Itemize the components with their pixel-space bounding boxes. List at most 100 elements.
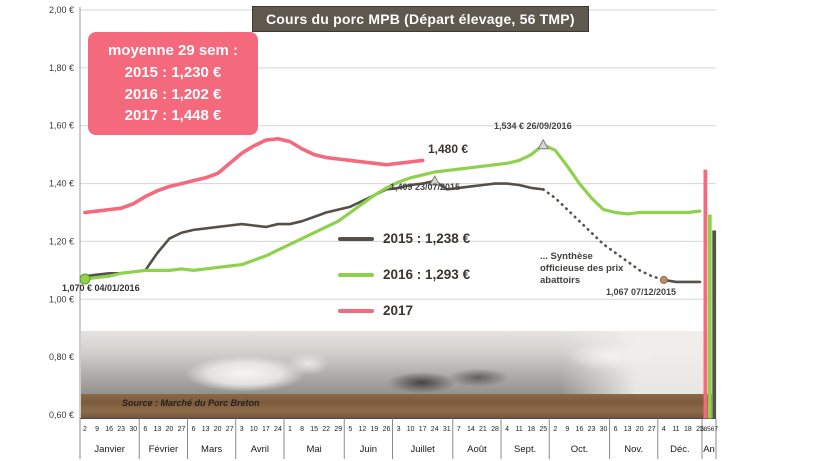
- legend-label-2017: 2017: [383, 303, 414, 318]
- week-tick-label: 11: [515, 426, 522, 433]
- an-column-label: An: [703, 444, 715, 455]
- week-tick-label: 25: [539, 426, 547, 433]
- week-tick-label: 9: [565, 426, 569, 433]
- week-tick-label: 6: [143, 426, 147, 433]
- week-tick-label: 16: [576, 426, 584, 433]
- week-tick-label: 23: [588, 426, 596, 433]
- week-tick-label: 9: [95, 426, 99, 433]
- week-tick-label: 30: [600, 426, 608, 433]
- legend-line-sample-2015: [338, 236, 374, 241]
- y-axis-label: 1,00 €: [49, 294, 74, 304]
- legend-item-2017: 2017: [338, 303, 470, 318]
- chart-legend: 2015 : 1,238 € 2016 : 1,293 € 2017: [338, 231, 470, 318]
- series-line-2017: [83, 136, 425, 215]
- week-tick-label: 13: [153, 426, 161, 433]
- week-tick-label: 21: [479, 426, 487, 433]
- month-label: Sept.: [514, 444, 536, 455]
- annotation-end-2015: 1,067 07/12/2015: [606, 287, 677, 297]
- week-tick-label: 5: [348, 426, 352, 433]
- source-caption: Source : Marché du Porc Breton: [122, 398, 260, 408]
- y-axis-label: 2,00 €: [49, 5, 74, 15]
- week-tick-label: 3: [397, 426, 401, 433]
- week-tick-label: 31: [443, 426, 451, 433]
- week-tick-label: 25: [696, 426, 704, 433]
- week-tick-label: 8: [300, 426, 304, 433]
- week-tick-label: 20: [166, 426, 174, 433]
- month-label: Juillet: [410, 444, 435, 455]
- week-tick-label: 15: [310, 426, 318, 433]
- annotation-latest-2017: 1,480 €: [428, 142, 469, 156]
- week-tick-label: 1: [288, 426, 292, 433]
- moyenne-heading: moyenne 29 sem :: [107, 42, 239, 59]
- month-label: Février: [149, 444, 179, 455]
- annotation-peak-2015: 1,409 23/07/2015: [390, 182, 461, 192]
- week-tick-label: 2: [83, 426, 87, 433]
- moyenne-box: moyenne 29 sem : 2015 : 1,230 € 2016 : 1…: [88, 32, 258, 135]
- week-tick-label: 27: [178, 426, 186, 433]
- week-tick-label: 22: [322, 426, 330, 433]
- week-tick-label: 26: [383, 426, 391, 433]
- week-tick-label: 3: [240, 426, 244, 433]
- legend-line-sample-2017: [338, 308, 374, 313]
- chart-title: Cours du porc MPB (Départ élevage, 56 TM…: [252, 6, 589, 32]
- week-tick-label: 2: [553, 426, 557, 433]
- week-tick-label: 20: [636, 426, 644, 433]
- week-tick-label: 11: [672, 426, 679, 433]
- week-tick-label: 23: [117, 426, 125, 433]
- annual-bar-2015: [712, 230, 717, 419]
- annotation-start-2016: 1,070 € 04/01/2016: [62, 283, 140, 293]
- y-axis-label: 0,80 €: [49, 352, 74, 362]
- moyenne-2017: 2017 : 1,448 €: [124, 107, 222, 125]
- legend-line-sample-2016: [338, 272, 374, 277]
- week-tick-label: 14: [467, 426, 475, 433]
- an-tick-label: 28567: [700, 426, 718, 433]
- week-tick-label: 19: [371, 426, 379, 433]
- legend-item-2015: 2015 : 1,238 €: [338, 231, 470, 246]
- week-tick-label: 24: [274, 426, 282, 433]
- pigs-photo: [81, 331, 712, 394]
- week-tick-label: 17: [262, 426, 270, 433]
- week-tick-label: 6: [192, 426, 196, 433]
- y-axis-label: 1,60 €: [49, 121, 74, 131]
- month-label: Août: [467, 444, 487, 455]
- week-tick-label: 18: [527, 426, 535, 433]
- week-tick-label: 28: [491, 426, 499, 433]
- month-label: Avril: [251, 444, 269, 455]
- y-axis-label: 1,40 €: [49, 179, 74, 189]
- week-tick-label: 27: [226, 426, 234, 433]
- annotation-synthese: ... Synthèse officieuse des prix abattoi…: [540, 251, 624, 286]
- week-tick-label: 13: [202, 426, 210, 433]
- legend-item-2016: 2016 : 1,293 €: [338, 267, 470, 282]
- week-tick-label: 4: [662, 426, 666, 433]
- week-tick-label: 6: [614, 426, 618, 433]
- week-tick-label: 13: [624, 426, 632, 433]
- week-tick-label: 16: [105, 426, 113, 433]
- photo-ground: Source : Marché du Porc Breton: [81, 394, 712, 418]
- week-tick-label: 24: [431, 426, 439, 433]
- week-tick-label: 12: [358, 426, 366, 433]
- week-tick-label: 10: [250, 426, 258, 433]
- y-axis-label: 0,60 €: [49, 410, 74, 420]
- week-tick-label: 29: [334, 426, 342, 433]
- month-label: Mars: [201, 444, 222, 455]
- week-tick-label: 4: [505, 426, 509, 433]
- moyenne-2016: 2016 : 1,202 €: [124, 85, 222, 103]
- month-label: Oct.: [571, 444, 588, 455]
- marker-triangle-2016: [537, 138, 550, 150]
- week-tick-label: 17: [419, 426, 427, 433]
- week-tick-label: 7: [457, 426, 461, 433]
- moyenne-2015: 2015 : 1,230 €: [124, 63, 222, 81]
- month-label: Mai: [306, 444, 321, 455]
- week-tick-label: 18: [684, 426, 692, 433]
- week-tick-label: 10: [407, 426, 415, 433]
- y-axis-label: 1,20 €: [49, 236, 74, 246]
- week-tick-label: 27: [648, 426, 656, 433]
- week-tick-label: 20: [214, 426, 222, 433]
- month-label: Janvier: [94, 444, 125, 455]
- week-tick-label: 30: [129, 426, 137, 433]
- y-axis-label: 1,80 €: [49, 63, 74, 73]
- series-line-2015: [83, 179, 545, 278]
- series-line-2015: [662, 278, 702, 284]
- legend-label-2015: 2015 : 1,238 €: [383, 231, 471, 246]
